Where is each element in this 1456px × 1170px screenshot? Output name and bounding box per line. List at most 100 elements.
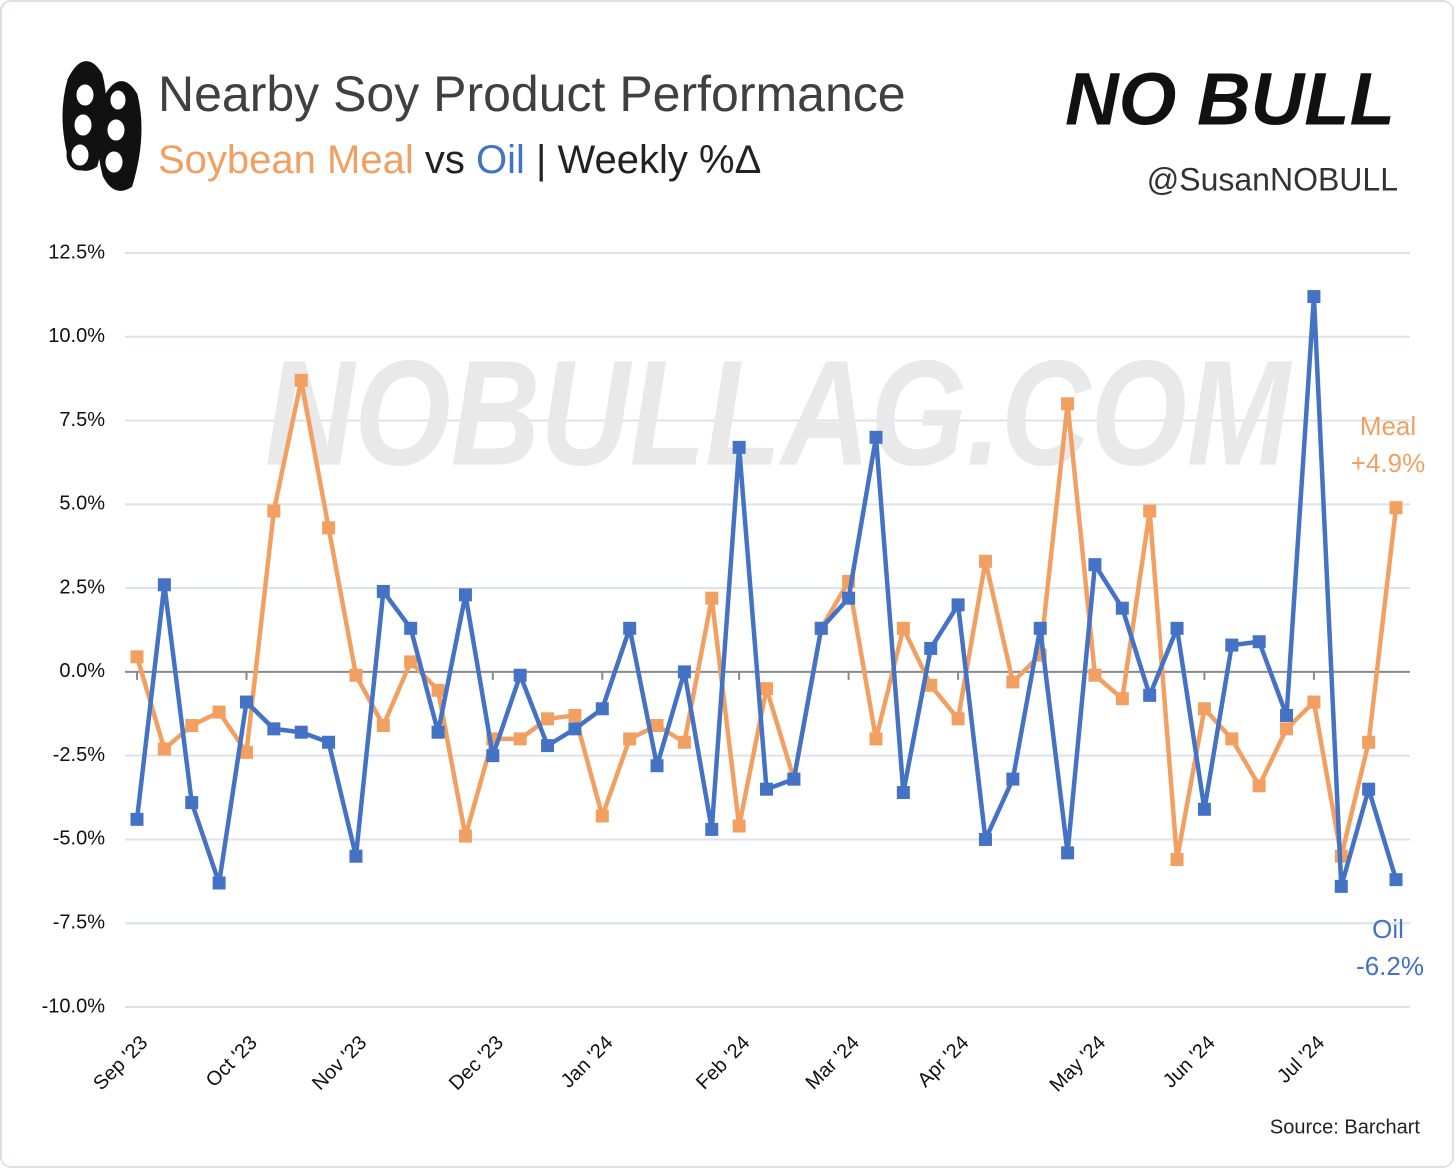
y-tick-label: 7.5% [59, 409, 105, 431]
watermark: NOBULLAG.COM [265, 329, 1293, 497]
series-marker [705, 822, 719, 836]
series-marker [157, 742, 171, 756]
series-marker [1334, 879, 1348, 893]
annotation: Meal [1360, 411, 1416, 441]
series-marker [294, 725, 308, 739]
series-marker [322, 521, 336, 535]
y-tick-label: -2.5% [53, 744, 105, 766]
series-marker [185, 796, 199, 810]
series-marker [486, 749, 500, 763]
plot-area: -10.0% -7.5% -5.0% -2.5% 0.0% 2.5% 5.0% 7.5% 10.… [42, 241, 1426, 1096]
series-marker [896, 786, 910, 800]
series-marker [1170, 853, 1184, 867]
series-marker [541, 712, 555, 726]
series-marker [842, 591, 856, 605]
series-marker [294, 373, 308, 387]
series-marker [1143, 504, 1157, 518]
series-marker [1225, 732, 1239, 746]
series-marker [787, 772, 801, 786]
series-marker [212, 876, 226, 890]
series-marker [1362, 735, 1376, 749]
series-marker [1033, 621, 1047, 635]
series-marker [1061, 846, 1075, 860]
y-tick-label: 0.0% [59, 660, 105, 682]
subtitle-vs: vs [425, 138, 465, 182]
series-marker [951, 598, 965, 612]
series-marker [650, 759, 664, 773]
series-marker [212, 705, 226, 719]
series-marker [978, 554, 992, 568]
series-marker [376, 719, 390, 733]
annotation: -6.2% [1356, 951, 1424, 981]
series-marker [1006, 772, 1020, 786]
series-marker [513, 668, 527, 682]
y-tick-label: 2.5% [59, 576, 105, 598]
series-marker [239, 695, 253, 709]
y-tick-label: -10.0% [42, 995, 106, 1017]
y-tick-label: 10.0% [48, 325, 105, 347]
series-marker [431, 725, 445, 739]
series-marker [1061, 397, 1075, 411]
subtitle-rest: | Weekly %Δ [536, 138, 761, 182]
series-marker [458, 588, 472, 602]
y-tick-label: -7.5% [53, 912, 105, 934]
series-marker [431, 683, 445, 697]
series-marker [896, 621, 910, 635]
series-marker [814, 621, 828, 635]
series-marker [1197, 702, 1211, 716]
series-marker [568, 722, 582, 736]
subtitle-meal: Soybean Meal [158, 138, 414, 182]
series-marker [924, 641, 938, 655]
series-marker [1143, 688, 1157, 702]
chart-subtitle: Soybean Meal vs Oil | Weekly %Δ [158, 138, 761, 182]
handle: @SusanNOBULL [1147, 161, 1398, 197]
series-marker [1252, 635, 1266, 649]
series-marker [1362, 782, 1376, 796]
series-marker [732, 819, 746, 833]
series-marker [1088, 558, 1102, 572]
series-marker [404, 621, 418, 635]
series-marker [1389, 501, 1403, 515]
series-marker [267, 722, 281, 736]
soy-icon [62, 61, 142, 191]
series-marker [130, 812, 144, 826]
series-marker [322, 735, 336, 749]
series-marker [513, 732, 527, 746]
source: Source: Barchart [1270, 1116, 1421, 1138]
series-marker [623, 732, 637, 746]
subtitle-oil: Oil [476, 138, 525, 182]
series-marker [760, 782, 774, 796]
annotation: Oil [1372, 914, 1404, 944]
series-marker [349, 849, 363, 863]
annotation: +4.9% [1351, 448, 1425, 478]
series-marker [458, 829, 472, 843]
series-marker [1115, 692, 1129, 706]
series-marker [677, 735, 691, 749]
series-marker [760, 682, 774, 696]
series-marker [1252, 779, 1266, 793]
series-marker [623, 621, 637, 635]
series-marker [1280, 708, 1294, 722]
series-marker [595, 809, 609, 823]
series-marker [1115, 601, 1129, 615]
series-marker [978, 832, 992, 846]
series-marker [541, 739, 555, 753]
series-marker [349, 668, 363, 682]
series-marker [404, 655, 418, 669]
series-marker [677, 665, 691, 679]
series-marker [1389, 873, 1403, 887]
series-marker [924, 678, 938, 692]
series-marker [1280, 722, 1294, 736]
series-marker [869, 430, 883, 444]
series-marker [705, 591, 719, 605]
chart-title: Nearby Soy Product Performance [158, 66, 906, 122]
series-marker [951, 712, 965, 726]
series-marker [1197, 802, 1211, 816]
series-marker [732, 440, 746, 454]
series-marker [376, 584, 390, 598]
y-tick-label: -5.0% [53, 828, 105, 850]
series-marker [869, 732, 883, 746]
